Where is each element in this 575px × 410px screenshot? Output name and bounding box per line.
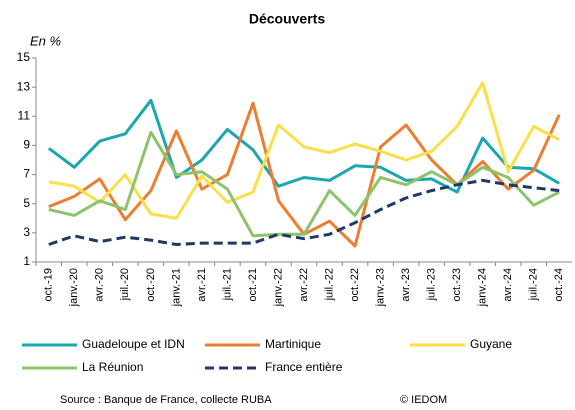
x-tick-label: avr.-21 — [196, 268, 208, 302]
x-tick-label: juil.-23 — [426, 268, 438, 301]
x-tick-label: janv.-24 — [477, 268, 489, 307]
chart-title: Découverts — [249, 11, 325, 27]
y-tick-label: 3 — [23, 225, 30, 239]
y-tick-label: 9 — [23, 138, 30, 152]
y-tick-label: 5 — [23, 196, 30, 210]
x-tick-label: oct.-23 — [451, 268, 463, 302]
x-tick-label: avr.-24 — [502, 268, 514, 302]
x-tick-label: oct.-24 — [553, 268, 565, 302]
series-line — [48, 81, 560, 220]
legend-label: France entière — [265, 360, 343, 374]
y-tick-label: 15 — [17, 50, 31, 64]
x-tick-label: juil.-24 — [528, 268, 540, 301]
legend-label: La Réunion — [82, 360, 143, 374]
source: Source : Banque de France, collecte RUBA — [60, 394, 272, 406]
x-tick-label: oct.-22 — [349, 268, 361, 302]
series-line — [47, 98, 560, 194]
x-tick-label: juil.-20 — [119, 268, 131, 301]
x-tick-label: janv.-21 — [170, 268, 182, 307]
y-tick-label: 7 — [23, 167, 30, 181]
y-tick-label: 1 — [23, 254, 30, 268]
x-tick-label: juil.-21 — [221, 268, 233, 301]
legend-label: Guyane — [470, 337, 512, 351]
y-tick-label: 11 — [18, 108, 31, 122]
x-tick-label: oct.-20 — [145, 268, 157, 302]
x-tick-label: janv.-20 — [68, 268, 80, 307]
x-tick-label: avr.-23 — [400, 268, 412, 302]
legend-label: Guadeloupe et IDN — [82, 337, 185, 351]
x-tick-label: oct.-19 — [43, 268, 55, 302]
series-line — [48, 178, 560, 246]
x-tick-label: avr.-20 — [94, 268, 106, 302]
copyright: © IEDOM — [400, 394, 447, 406]
series-line — [48, 130, 560, 238]
x-tick-label: janv.-23 — [374, 268, 386, 307]
y-axis-label: En % — [30, 33, 61, 48]
y-tick-label: 13 — [17, 79, 31, 93]
x-tick-label: oct.-21 — [247, 268, 259, 302]
x-tick-label: janv.-22 — [272, 268, 284, 307]
legend-label: Martinique — [265, 337, 321, 351]
x-tick-label: juil.-22 — [323, 268, 335, 301]
x-tick-label: avr.-22 — [298, 268, 310, 302]
